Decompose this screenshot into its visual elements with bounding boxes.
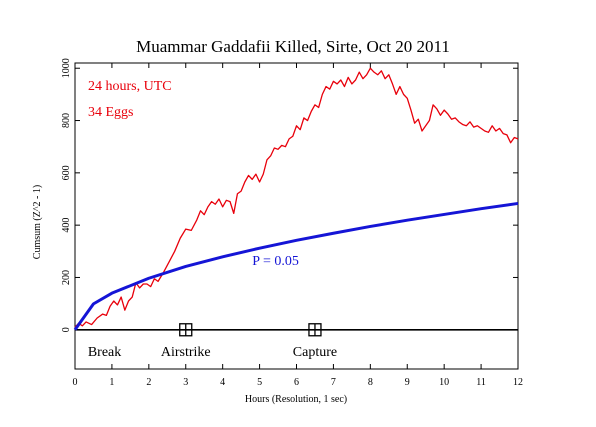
x-tick-label: 1 bbox=[109, 377, 114, 388]
plot-frame bbox=[74, 62, 519, 370]
eggs-annotation: 34 Eggs bbox=[88, 105, 134, 120]
x-tick-label: 6 bbox=[294, 377, 299, 388]
x-tick-label: 9 bbox=[405, 377, 410, 388]
y-axis-label: Cumsum (Z^2 - 1) bbox=[32, 185, 43, 259]
period-annotation: 24 hours, UTC bbox=[88, 79, 172, 94]
probability-envelope-line bbox=[73, 201, 519, 331]
x-tick-label: 11 bbox=[476, 377, 486, 388]
chart-title: Muammar Gaddafii Killed, Sirte, Oct 20 2… bbox=[136, 37, 450, 56]
x-tick-label: 3 bbox=[183, 377, 188, 388]
x-tick-label: 0 bbox=[73, 377, 78, 388]
cumsum-line bbox=[74, 67, 519, 328]
y-tick-label: 1000 bbox=[61, 58, 72, 78]
y-tick-label: 400 bbox=[61, 218, 72, 233]
y-tick-label: 0 bbox=[61, 327, 72, 332]
x-tick-label: 4 bbox=[220, 377, 225, 388]
x-tick-label: 5 bbox=[257, 377, 262, 388]
event-label: Break bbox=[88, 345, 121, 360]
x-tick-label: 7 bbox=[331, 377, 336, 388]
event-label: Airstrike bbox=[161, 345, 211, 360]
y-tick-label: 800 bbox=[61, 113, 72, 128]
event-label: Capture bbox=[293, 345, 337, 360]
y-tick-label: 200 bbox=[61, 270, 72, 285]
p-value-label: P = 0.05 bbox=[252, 254, 299, 269]
x-tick-label: 8 bbox=[368, 377, 373, 388]
y-tick-label: 600 bbox=[61, 165, 72, 180]
x-tick-label: 10 bbox=[439, 377, 449, 388]
x-tick-label: 2 bbox=[146, 377, 151, 388]
x-axis-label: Hours (Resolution, 1 sec) bbox=[245, 394, 347, 405]
x-tick-label: 12 bbox=[513, 377, 523, 388]
